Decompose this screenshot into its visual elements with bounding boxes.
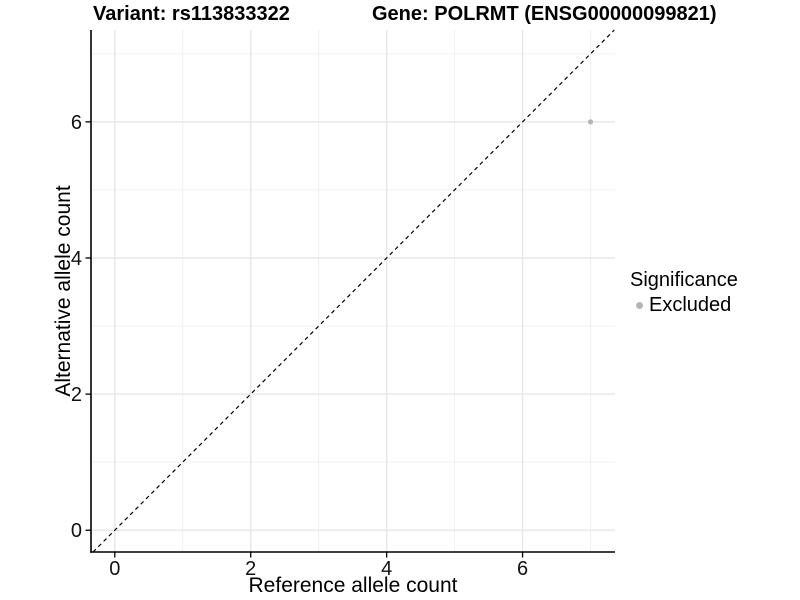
reference-line-layer [92,29,615,553]
data-point [587,119,594,125]
legend: Significance Excluded [630,268,738,317]
x-tick-label: 0 [109,558,120,580]
grid-layer [91,30,615,552]
x-tick-label: 2 [245,558,256,580]
plot-title-gene: Gene: POLRMT (ENSG00000099821) [372,3,717,25]
y-axis-title: Alternative allele count [52,185,75,396]
identity-dashed-line [92,29,615,553]
legend-key-dot-icon [636,301,643,309]
y-tick-label: 2 [71,384,82,406]
axis-layer: 0 2 4 6 0 2 4 6 [71,30,615,580]
legend-title: Significance [630,269,738,291]
x-axis-title: Reference allele count [249,574,458,597]
y-tick-label: 6 [71,112,82,134]
y-tick-label: 0 [71,520,82,542]
data-point-layer [587,119,594,125]
y-tick-label: 4 [71,248,82,270]
plot-title-variant: Variant: rs113833322 [93,3,290,25]
x-tick-label: 4 [381,558,392,580]
x-tick-label: 6 [517,558,528,580]
legend-item-excluded: Excluded [630,293,738,317]
legend-item-label: Excluded [649,294,732,316]
